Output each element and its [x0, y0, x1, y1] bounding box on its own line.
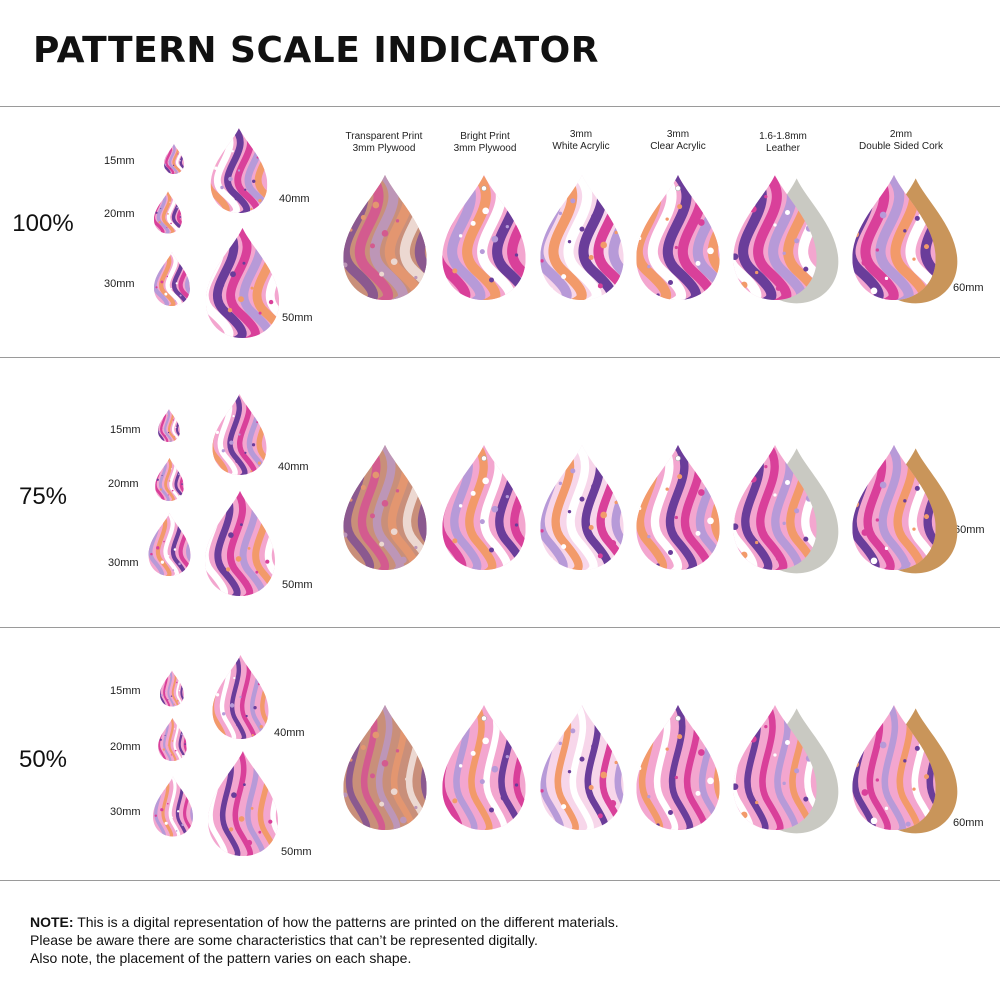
size-label-50mm: 50mm: [281, 846, 312, 858]
teardrop-sample: [158, 409, 180, 442]
teardrop-sample: [636, 175, 720, 300]
scale-50-label: 50%: [18, 746, 68, 773]
teardrop-sample: [160, 670, 184, 707]
size-label-60mm: 60mm: [953, 817, 984, 829]
note-text: NOTE: This is a digital representation o…: [30, 914, 619, 966]
teardrop-sample: [540, 175, 624, 300]
material-label-white-acrylic: 3mm White Acrylic: [552, 129, 610, 152]
teardrop-sample: [153, 776, 193, 837]
teardrop-sample: [442, 175, 526, 300]
divider-bottom: [0, 880, 1000, 881]
teardrop-sample: [733, 705, 839, 834]
material-label-cork: 2mm Double Sided Cork: [859, 129, 943, 152]
teardrop-sample: [733, 445, 839, 574]
teardrop-sample: [540, 705, 624, 830]
material-label-leather: 1.6-1.8mm Leather: [759, 131, 807, 154]
size-label-20mm: 20mm: [110, 741, 141, 753]
size-label-15mm: 15mm: [110, 424, 141, 436]
teardrop-sample: [158, 718, 187, 761]
size-label-20mm: 20mm: [104, 208, 135, 220]
page-title: PATTERN SCALE INDICATOR: [33, 30, 600, 71]
teardrop-sample: [442, 705, 526, 830]
size-label-40mm: 40mm: [278, 461, 309, 473]
size-label-60mm: 60mm: [954, 524, 985, 536]
teardrop-sample: [343, 175, 427, 300]
material-label-clear-acrylic: 3mm Clear Acrylic: [650, 129, 706, 152]
size-label-50mm: 50mm: [282, 312, 313, 324]
teardrop-sample: [540, 445, 624, 570]
teardrop-sample: [155, 458, 184, 501]
teardrop-sample: [164, 144, 184, 174]
size-label-30mm: 30mm: [110, 806, 141, 818]
teardrop-sample: [733, 175, 839, 304]
teardrop-sample: [852, 175, 958, 304]
size-label-30mm: 30mm: [108, 557, 139, 569]
size-label-15mm: 15mm: [104, 155, 135, 167]
teardrop-sample: [343, 445, 427, 570]
material-label-bright-plywood: Bright Print 3mm Plywood: [453, 131, 517, 154]
divider-top: [0, 106, 1000, 107]
size-label-60mm: 60mm: [953, 282, 984, 294]
divider-1: [0, 357, 1000, 358]
size-label-40mm: 40mm: [274, 727, 305, 739]
teardrop-sample: [154, 191, 182, 234]
teardrop-sample: [212, 394, 267, 475]
teardrop-sample: [154, 252, 190, 306]
teardrop-sample: [205, 228, 280, 338]
teardrop-sample: [442, 445, 526, 570]
size-label-50mm: 50mm: [282, 579, 313, 591]
size-label-30mm: 30mm: [104, 278, 135, 290]
teardrop-sample: [208, 751, 278, 856]
size-label-20mm: 20mm: [108, 478, 139, 490]
teardrop-sample: [212, 655, 269, 739]
teardrop-sample: [852, 705, 958, 834]
teardrop-sample: [636, 445, 720, 570]
teardrop-sample: [343, 705, 427, 830]
teardrop-sample: [148, 513, 191, 576]
teardrop-sample: [636, 705, 720, 830]
scale-75-label: 75%: [18, 483, 68, 510]
size-label-40mm: 40mm: [279, 193, 310, 205]
material-label-transparent-plywood: Transparent Print 3mm Plywood: [345, 131, 423, 154]
divider-2: [0, 627, 1000, 628]
teardrop-sample: [205, 491, 275, 596]
teardrop-sample: [852, 445, 958, 574]
teardrop-sample: [210, 128, 268, 213]
size-label-15mm: 15mm: [110, 685, 141, 697]
scale-100-label: 100%: [12, 210, 74, 237]
